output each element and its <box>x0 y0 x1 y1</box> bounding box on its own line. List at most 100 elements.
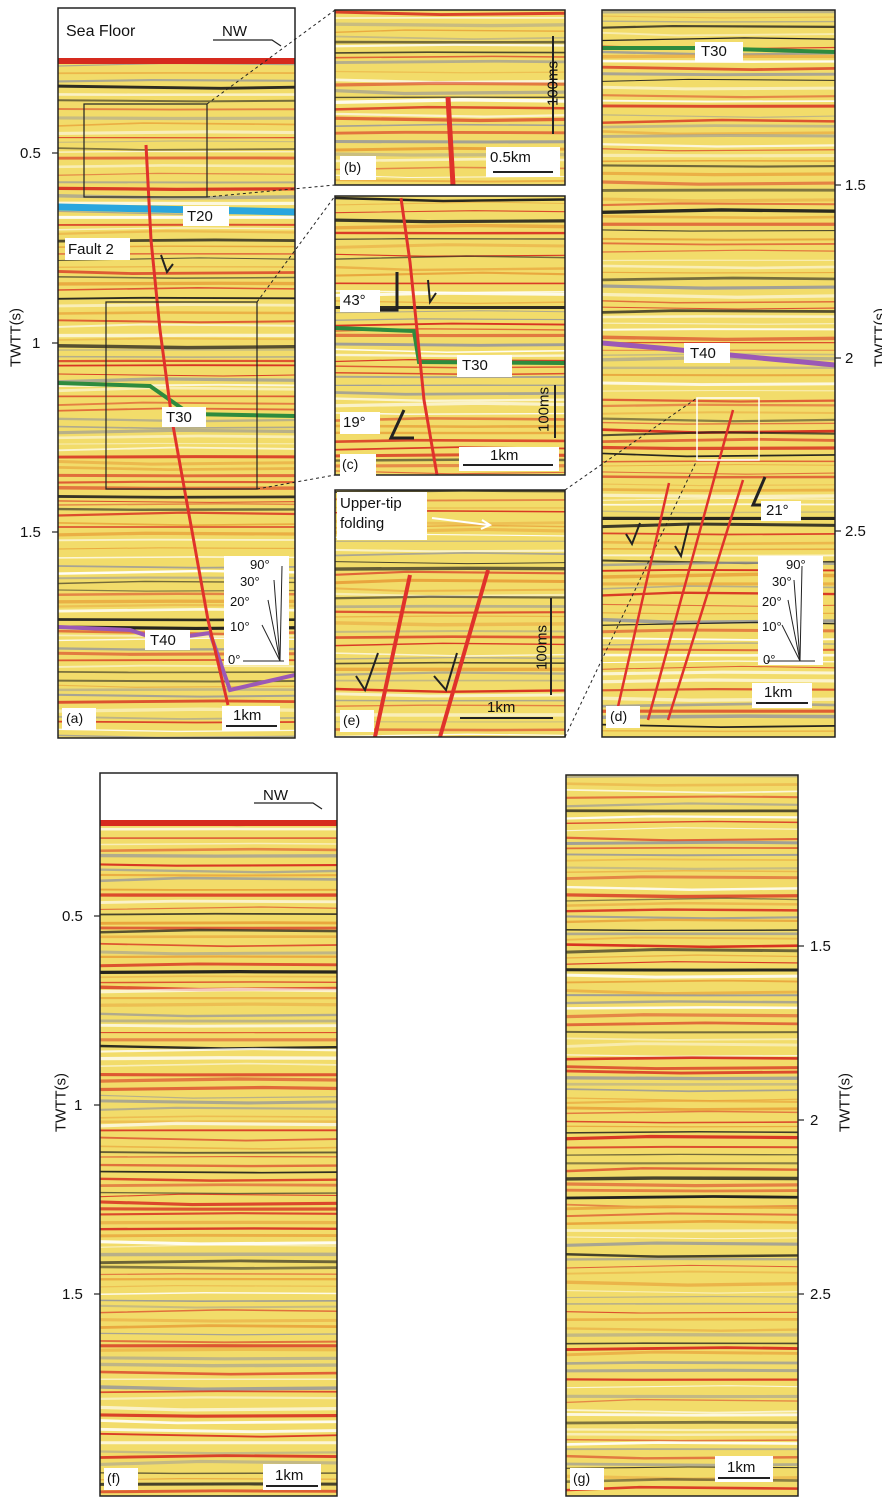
reflector-stripe <box>100 950 337 956</box>
reflector-stripe <box>58 323 295 328</box>
reflector-stripe <box>335 604 565 609</box>
reflector-stripe <box>100 1002 337 1007</box>
reflector-stripe <box>566 1205 798 1211</box>
reflector-stripe <box>566 1065 798 1071</box>
reflector-stripe <box>566 1182 798 1188</box>
reflector-stripe <box>100 1427 337 1434</box>
reflector-stripe <box>602 723 835 729</box>
reflector-stripe <box>602 249 835 253</box>
reflector-stripe <box>566 1311 798 1314</box>
reflector-stripe <box>58 186 295 191</box>
reflector-stripe <box>100 1450 337 1455</box>
reflector-stripe <box>335 578 565 585</box>
reflector-stripe <box>566 885 798 891</box>
dip-legend-d <box>758 556 823 665</box>
reflector-stripe <box>566 893 798 899</box>
reflector-stripe <box>566 1076 798 1081</box>
reflector-stripe <box>100 1362 337 1368</box>
tick-label-g-2: 2.5 <box>810 1286 831 1303</box>
tick-label-g-1: 2 <box>810 1112 819 1129</box>
reflector-stripe <box>602 31 835 37</box>
t30-label-d: T30 <box>701 43 727 60</box>
panel-e-label-box <box>340 710 374 732</box>
reflector-stripe <box>100 1044 337 1050</box>
reflector-stripe <box>566 1385 798 1389</box>
reflector-stripe <box>602 475 835 479</box>
reflector-stripe <box>602 460 835 463</box>
reflector-stripe <box>566 1088 798 1093</box>
reflector-stripe <box>566 901 798 907</box>
reflector-stripe <box>566 908 798 913</box>
reflector-stripe <box>566 1432 798 1436</box>
reflector-stripe <box>58 150 295 153</box>
dip-legend-a-10: 10° <box>230 619 250 634</box>
reflector-stripe <box>335 51 565 54</box>
reflector-stripe <box>566 858 798 862</box>
tick-label-f-2: 1.5 <box>62 1286 83 1303</box>
reflector-stripe <box>335 265 565 272</box>
reflector-stripe <box>566 961 798 965</box>
reflector-stripe <box>58 130 295 135</box>
panel-c-label: (c) <box>342 456 359 472</box>
reflector-stripe <box>58 229 295 235</box>
reflector-stripe <box>58 344 295 350</box>
reflector-stripe <box>100 1233 337 1238</box>
annotation-e-line1: Upper-tip <box>340 495 402 512</box>
reflector-stripe <box>566 936 798 941</box>
panel-f-label: (f) <box>107 1470 121 1486</box>
reflector-stripe <box>335 490 565 494</box>
nw-arrow-a <box>213 39 282 47</box>
reflector-stripe <box>335 566 565 571</box>
panel-a-frame <box>57 7 296 739</box>
reflector-stripe <box>100 1454 337 1459</box>
reflector-stripe <box>335 551 565 557</box>
reflector-stripe <box>58 495 295 499</box>
reflector-stripe <box>602 309 835 314</box>
reflector-stripe <box>566 1106 798 1111</box>
horizon-t20 <box>58 203 295 216</box>
reflector-stripe <box>58 276 295 280</box>
reflector-stripe <box>100 1318 337 1323</box>
water-column-f <box>100 773 337 820</box>
reflector-stripe <box>602 15 835 19</box>
reflector-stripe <box>602 130 835 136</box>
reflector-stripe <box>566 815 798 820</box>
reflector-stripe <box>58 164 295 169</box>
reflector-stripe <box>58 319 295 324</box>
reflector-stripe <box>100 962 337 968</box>
reflector-stripe <box>335 123 565 127</box>
reflector-stripe <box>335 223 565 230</box>
reflector-stripe <box>335 692 565 698</box>
reflector-stripe <box>602 678 835 684</box>
reflector-stripe <box>602 328 835 331</box>
reflector-stripe <box>58 79 295 83</box>
reflector-stripe <box>602 548 835 551</box>
reflector-stripe <box>58 172 295 176</box>
panel-g-label-box <box>570 1468 604 1490</box>
tick-label-a-1: 1 <box>32 335 41 352</box>
reflector-stripe <box>566 1167 798 1173</box>
reflector-stripe <box>566 948 798 954</box>
t30-label-box-c <box>457 355 512 377</box>
reflector-stripe <box>100 975 337 979</box>
reflector-stripe <box>566 1134 798 1141</box>
reflector-stripe <box>602 78 835 82</box>
t40-label-a: T40 <box>150 632 176 649</box>
reflector-stripe <box>100 1356 337 1361</box>
reflector-stripe <box>602 271 835 274</box>
reflector-stripe <box>100 921 337 925</box>
reflector-stripe <box>100 1136 337 1142</box>
reflector-stripe <box>335 397 565 403</box>
reflector-stripe <box>602 124 835 129</box>
reflector-stripe <box>602 322 835 325</box>
reflector-stripe <box>100 1012 337 1018</box>
annotation-e-line2: folding <box>340 515 385 532</box>
reflector-stripe <box>100 1191 337 1195</box>
reflector-stripe <box>100 942 337 948</box>
reflector-stripe <box>566 1346 798 1351</box>
reflector-stripe <box>566 1295 798 1299</box>
reflector-stripe <box>335 342 565 347</box>
reflector-stripe <box>58 511 295 517</box>
inset-box-e <box>696 397 760 461</box>
